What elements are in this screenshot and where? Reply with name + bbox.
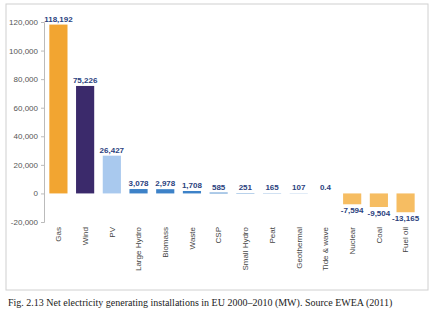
y-tick-mark (41, 222, 44, 223)
y-tick-label: 80,000 (14, 75, 39, 84)
x-tick-label: Waste (188, 226, 197, 249)
bar (236, 193, 254, 194)
x-tick: Waste (188, 226, 197, 249)
x-tick: Small Hydro (241, 226, 250, 270)
y-tick-label: 60,000 (14, 104, 39, 113)
x-tick: CSP (214, 227, 223, 243)
x-tick-label: CSP (214, 227, 223, 243)
data-label: 3,078 (129, 179, 150, 188)
data-label: 107 (292, 183, 306, 192)
data-label: 165 (265, 183, 279, 192)
x-tick-label: Peat (268, 226, 277, 243)
x-tick-label: Fuel oil (401, 227, 410, 253)
x-tick-label: Small Hydro (241, 226, 250, 270)
x-tick-label: Nuclear (348, 227, 357, 255)
data-label: 585 (212, 183, 226, 192)
y-tick-mark (41, 193, 44, 194)
x-tick: PV (108, 226, 117, 237)
y-tick-label: 0 (34, 189, 39, 198)
x-tick: Nuclear (348, 227, 357, 255)
x-tick: Biomass (161, 227, 170, 258)
y-axis: -20,000 0 20,000 40,000 60,000 80,000 100,000 1… (9, 18, 44, 227)
bar (370, 193, 388, 207)
x-tick: Geothermal (295, 227, 304, 269)
y-tick-mark (41, 165, 44, 166)
y-tick-mark (41, 108, 44, 109)
y-tick-label: 40,000 (14, 132, 39, 141)
x-tick-label: Coal (375, 227, 384, 244)
data-label: 0.4 (320, 183, 332, 192)
data-label: 1,708 (182, 181, 203, 190)
chart: -20,000 0 20,000 40,000 60,000 80,000 100,000 1… (0, 0, 434, 323)
y-axis-line (41, 23, 45, 223)
y-tick: 40,000 (14, 132, 44, 141)
data-labels: 118,192 75,226 26,427 3,078 2,978 1,708 585 251… (44, 15, 420, 224)
bar (183, 191, 201, 193)
y-tick: 100,000 (9, 47, 44, 56)
bar (343, 193, 361, 204)
x-tick-label: Gas (54, 227, 63, 242)
data-label: 251 (239, 183, 253, 192)
y-tick-mark (41, 136, 44, 137)
y-tick: 60,000 (14, 104, 44, 113)
y-tick: 120,000 (9, 18, 44, 27)
data-label: 26,427 (100, 146, 125, 155)
x-tick-label: Large Hydro (134, 226, 143, 271)
bar (263, 193, 281, 194)
bar (103, 156, 121, 194)
x-tick: Tide & wave (321, 226, 330, 270)
data-label: 118,192 (44, 15, 73, 24)
x-tick-label: Geothermal (295, 227, 304, 269)
x-tick: Gas (54, 227, 63, 242)
data-label: -13,165 (392, 214, 420, 223)
data-label: -7,594 (341, 206, 364, 215)
x-tick-label: PV (108, 226, 117, 237)
y-tick-mark (41, 51, 44, 52)
y-tick: 0 (34, 189, 44, 198)
x-tick: Large Hydro (134, 226, 143, 271)
y-tick-label: 120,000 (9, 18, 38, 27)
bars (49, 25, 414, 213)
bar (397, 193, 415, 212)
x-tick-label: Biomass (161, 227, 170, 258)
x-tick: Fuel oil (401, 227, 410, 253)
bar (76, 86, 94, 193)
x-axis: Gas Wind PV Large Hydro Biomass Waste CSP Small… (54, 226, 410, 271)
y-tick-label: 100,000 (9, 47, 38, 56)
y-tick: 20,000 (14, 161, 44, 170)
y-tick-mark (41, 79, 44, 80)
bar (290, 193, 308, 194)
caption: Fig. 2.13 Net electricity generating ins… (8, 297, 392, 309)
x-tick: Wind (81, 227, 90, 245)
y-tick: -20,000 (11, 218, 44, 227)
data-label: -9,504 (368, 209, 391, 218)
data-label: 75,226 (73, 76, 98, 85)
y-tick-label: 20,000 (14, 161, 39, 170)
bar (49, 25, 67, 194)
data-label: 2,978 (155, 179, 176, 188)
x-tick-label: Tide & wave (321, 226, 330, 270)
x-tick: Peat (268, 226, 277, 243)
bar (129, 189, 147, 193)
y-tick-label: -20,000 (11, 218, 39, 227)
bar (210, 192, 228, 194)
x-tick-label: Wind (81, 227, 90, 245)
bar (156, 189, 174, 193)
x-tick: Coal (375, 227, 384, 244)
bar (316, 193, 334, 194)
figure-frame (6, 4, 428, 290)
y-tick: 80,000 (14, 75, 44, 84)
